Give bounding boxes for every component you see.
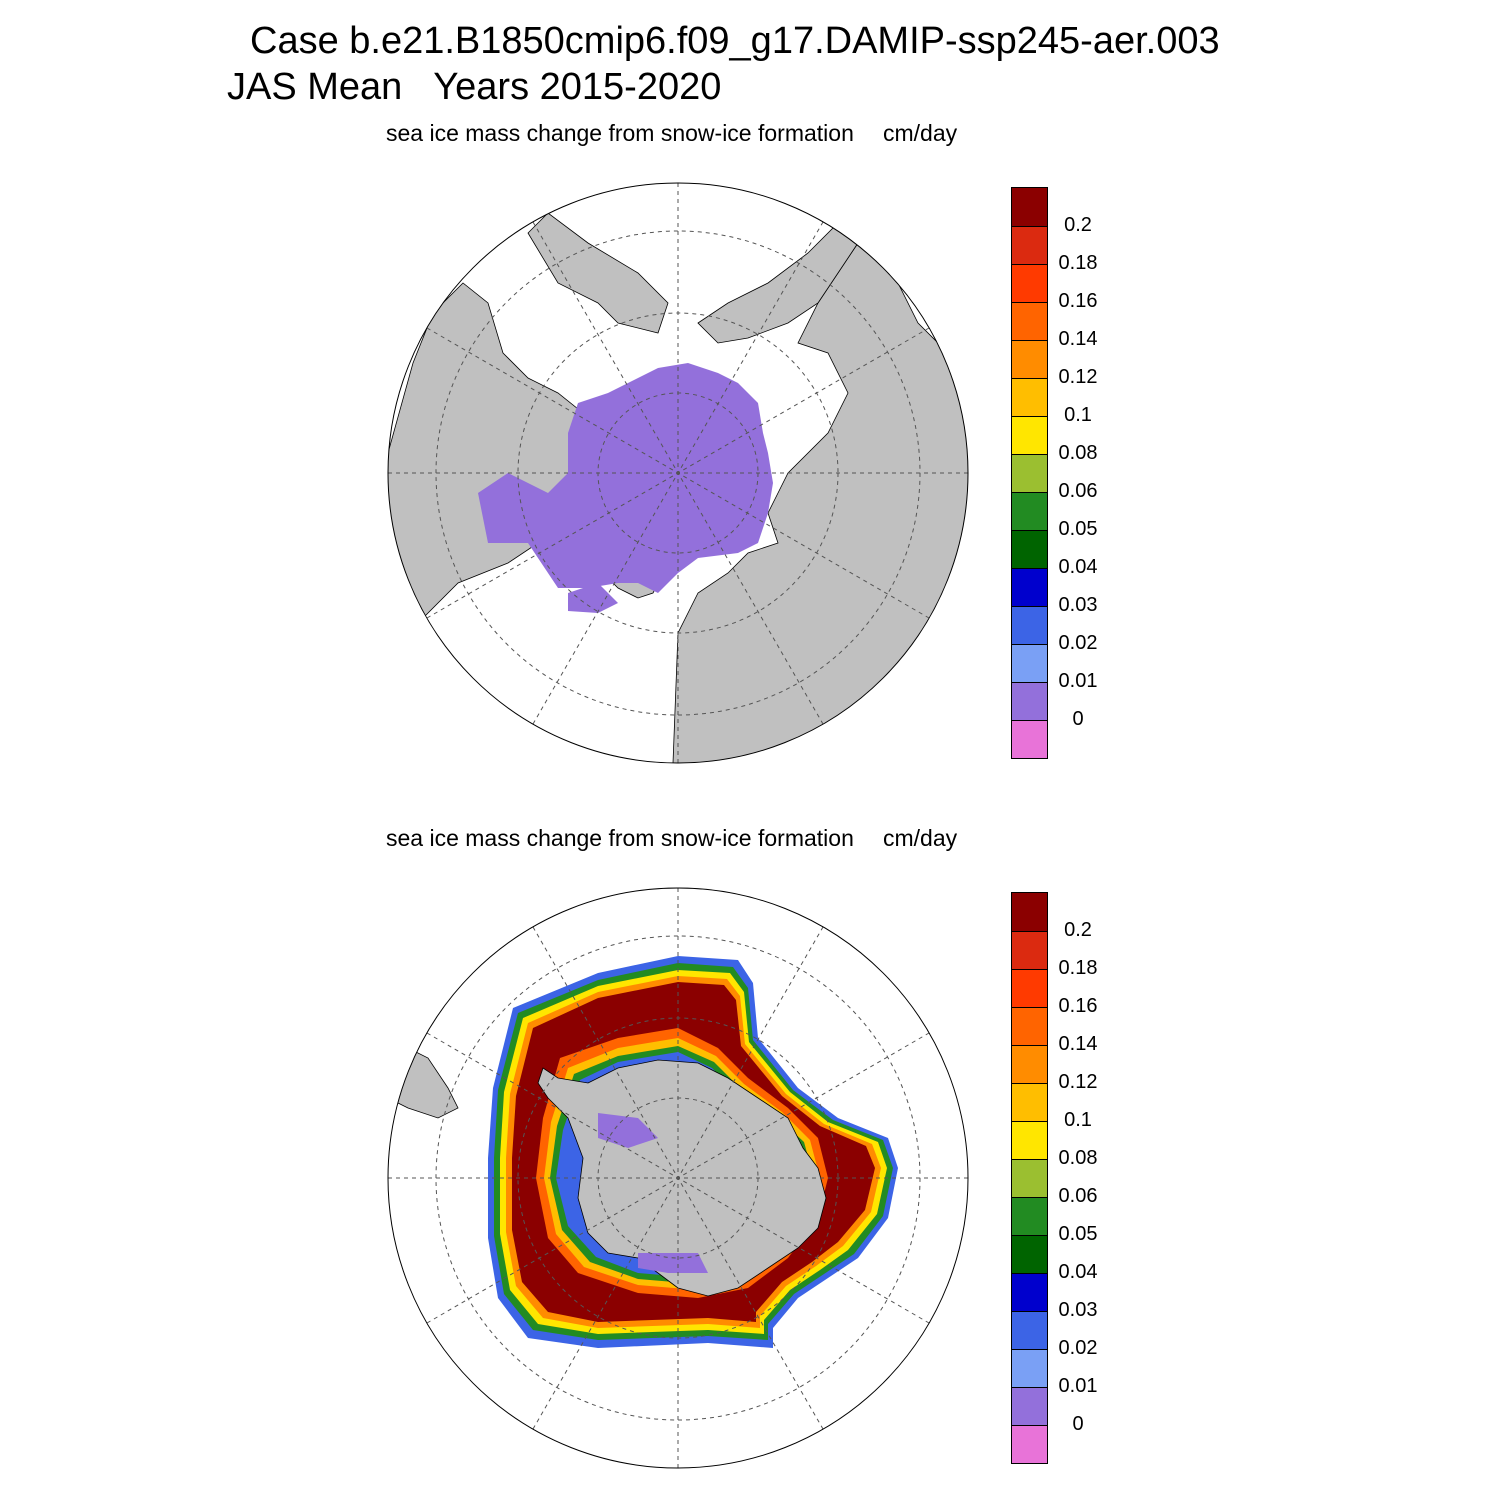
colorbar-swatch [1012, 606, 1047, 644]
colorbar-swatch [1012, 1121, 1047, 1159]
labrador-sea-ice-patch [568, 583, 618, 613]
north-panel-units: cm/day [883, 120, 958, 146]
colorbar-swatch [1012, 1349, 1047, 1387]
colorbar-label: 0.18 [1058, 957, 1098, 979]
colorbar-label: 0.05 [1058, 518, 1098, 540]
colorbar-label: 0.05 [1058, 1223, 1098, 1245]
north-colorbar [1011, 187, 1048, 759]
colorbar-swatch [1012, 340, 1047, 378]
colorbar-swatch [1012, 931, 1047, 969]
colorbar-label: 0.02 [1058, 632, 1098, 654]
colorbar-swatch [1012, 302, 1047, 340]
colorbar-label: 0.01 [1058, 1375, 1098, 1397]
colorbar-label: 0.1 [1064, 1109, 1092, 1131]
south-panel-title: sea ice mass change from snow-ice format… [386, 825, 854, 851]
colorbar-label: 0.14 [1058, 1033, 1098, 1055]
colorbar-swatch [1012, 568, 1047, 606]
colorbar-swatch [1012, 682, 1047, 720]
colorbar-label: 0.04 [1058, 556, 1098, 578]
colorbar-swatch [1012, 1235, 1047, 1273]
colorbar-label: 0.1 [1064, 404, 1092, 426]
colorbar-label: 0.02 [1058, 1337, 1098, 1359]
colorbar-swatch [1012, 893, 1047, 931]
colorbar-label: 0.03 [1058, 594, 1098, 616]
eurasia-landmass [672, 242, 968, 763]
colorbar-label: 0.18 [1058, 252, 1098, 274]
colorbar-label: 0.16 [1058, 995, 1098, 1017]
colorbar-label: 0.2 [1064, 214, 1092, 236]
north-panel-title: sea ice mass change from snow-ice format… [386, 120, 854, 146]
colorbar-label: 0.06 [1058, 1185, 1098, 1207]
colorbar-swatch [1012, 969, 1047, 1007]
colorbar-swatch [1012, 1007, 1047, 1045]
weddell-sea-ice-low [598, 1113, 658, 1148]
south-colorbar [1011, 892, 1048, 1464]
colorbar-label: 0 [1072, 1413, 1084, 1435]
colorbar-swatch [1012, 188, 1047, 226]
colorbar-swatch [1012, 1387, 1047, 1425]
colorbar-label: 0.2 [1064, 919, 1092, 941]
colorbar-label: 0.03 [1058, 1299, 1098, 1321]
colorbar-swatch [1012, 530, 1047, 568]
colorbar-swatch [1012, 1197, 1047, 1235]
colorbar-swatch [1012, 226, 1047, 264]
figure-title-case: Case b.e21.B1850cmip6.f09_g17.DAMIP-ssp2… [250, 20, 1220, 62]
alaska-landmass [527, 212, 669, 334]
colorbar-label: 0.12 [1058, 1071, 1098, 1093]
colorbar-label: 0 [1072, 708, 1084, 730]
colorbar-label: 0.01 [1058, 670, 1098, 692]
colorbar-swatch [1012, 1083, 1047, 1121]
colorbar-label: 0.14 [1058, 328, 1098, 350]
colorbar-swatch [1012, 1311, 1047, 1349]
colorbar-label: 0.16 [1058, 290, 1098, 312]
colorbar-swatch [1012, 644, 1047, 682]
colorbar-label: 0.08 [1058, 442, 1098, 464]
colorbar-label: 0.06 [1058, 480, 1098, 502]
colorbar-swatch [1012, 378, 1047, 416]
colorbar-swatch [1012, 1425, 1047, 1463]
colorbar-swatch [1012, 1159, 1047, 1197]
colorbar-swatch [1012, 416, 1047, 454]
colorbar-swatch [1012, 492, 1047, 530]
colorbar-swatch [1012, 454, 1047, 492]
colorbar-swatch [1012, 720, 1047, 758]
north-polar-map [387, 182, 969, 764]
ross-sea-ice-low [638, 1253, 708, 1273]
colorbar-swatch [1012, 1273, 1047, 1311]
figure-title-period: JAS Mean Years 2015-2020 [227, 66, 722, 108]
south-polar-map [387, 887, 969, 1469]
colorbar-label: 0.12 [1058, 366, 1098, 388]
colorbar-swatch [1012, 264, 1047, 302]
colorbar-swatch [1012, 1045, 1047, 1083]
colorbar-label: 0.04 [1058, 1261, 1098, 1283]
arctic-sea-ice [478, 363, 773, 593]
south-panel-units: cm/day [883, 825, 958, 851]
colorbar-label: 0.08 [1058, 1147, 1098, 1169]
